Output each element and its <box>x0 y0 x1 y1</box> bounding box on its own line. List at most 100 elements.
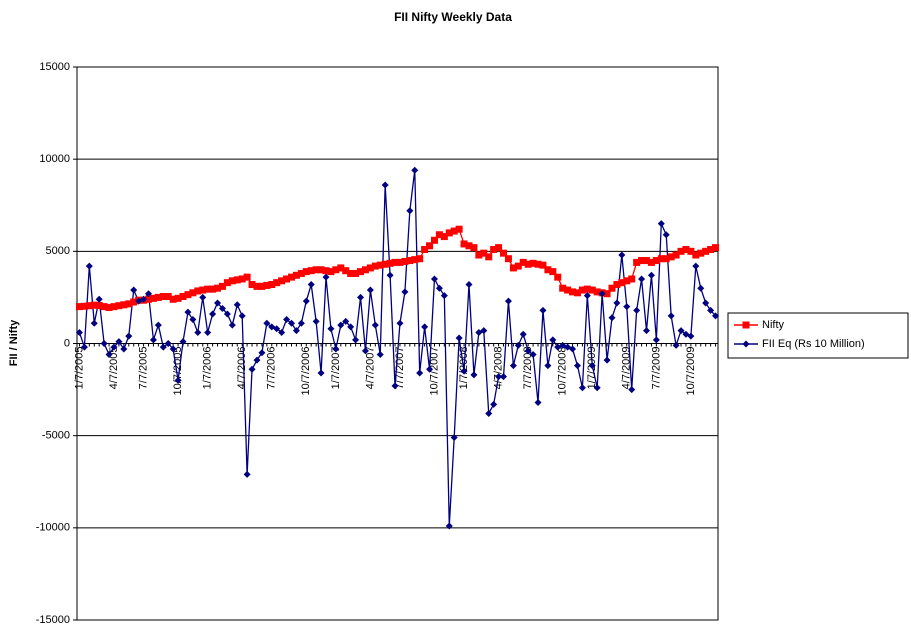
x-tick-label: 1/7/2006 <box>202 347 214 390</box>
marker-diamond <box>455 334 463 342</box>
marker-square <box>307 267 315 275</box>
marker-diamond <box>105 351 113 359</box>
marker-square <box>347 269 355 277</box>
marker-diamond <box>263 319 271 327</box>
marker-diamond <box>337 321 345 329</box>
marker-square <box>253 282 261 290</box>
marker-square <box>682 245 690 253</box>
marker-diamond <box>381 181 389 189</box>
marker-diamond <box>366 286 374 294</box>
marker-diamond <box>421 323 429 331</box>
marker-diamond <box>312 317 320 325</box>
marker-square <box>144 295 152 303</box>
marker-square <box>672 251 680 259</box>
marker-diamond <box>159 343 167 351</box>
y-axis-title: FII / Nifty <box>8 319 20 366</box>
marker-diamond <box>297 319 305 327</box>
marker-diamond <box>100 340 108 347</box>
marker-diamond <box>189 316 197 324</box>
marker-diamond <box>357 293 365 301</box>
marker-square <box>559 284 567 292</box>
marker-square <box>578 286 586 294</box>
marker-square <box>519 258 527 266</box>
marker-square <box>465 242 473 250</box>
x-tick-label: 7/7/2005 <box>137 347 149 390</box>
marker-square <box>248 281 256 289</box>
marker-diamond <box>327 325 335 333</box>
marker-square <box>194 287 202 295</box>
marker-diamond <box>524 347 532 355</box>
x-tick-label: 4/7/2007 <box>364 347 376 390</box>
marker-square <box>500 249 508 257</box>
marker-square <box>697 249 705 257</box>
marker-diamond <box>539 306 547 314</box>
marker-diamond <box>628 386 636 394</box>
marker-square <box>243 273 251 281</box>
y-tick-label: 5000 <box>46 245 70 257</box>
marker-square <box>85 302 93 310</box>
marker-diamond <box>677 327 685 335</box>
marker-diamond <box>460 367 468 375</box>
marker-diamond <box>307 281 315 289</box>
marker-square <box>470 244 478 252</box>
marker-diamond <box>504 297 512 305</box>
marker-square <box>164 292 172 300</box>
marker-diamond <box>633 306 641 314</box>
marker-diamond <box>144 290 152 298</box>
marker-square <box>638 257 646 265</box>
marker-diamond <box>638 275 646 283</box>
marker-diamond <box>95 295 103 303</box>
marker-diamond <box>480 327 488 335</box>
marker-diamond <box>623 303 631 311</box>
y-tick-label: 0 <box>64 337 70 349</box>
marker-square <box>223 279 231 287</box>
marker-square <box>593 288 601 296</box>
marker-diamond <box>702 299 710 307</box>
marker-diamond <box>657 220 665 228</box>
marker-square <box>366 264 374 272</box>
chart-title: FII Nifty Weekly Data <box>394 10 512 24</box>
marker-square <box>209 285 217 293</box>
series-line <box>78 170 717 527</box>
marker-square <box>712 244 720 252</box>
marker-diamond <box>411 166 419 174</box>
marker-square <box>416 255 424 263</box>
marker-diamond <box>90 319 98 327</box>
y-tick-label: -15000 <box>36 614 70 625</box>
marker-diamond <box>445 522 453 530</box>
marker-square <box>204 285 212 293</box>
legend-label: FII Eq (Rs 10 Million) <box>762 338 865 350</box>
marker-square <box>480 249 488 257</box>
marker-square <box>445 229 453 237</box>
marker-square <box>115 302 123 310</box>
marker-diamond <box>416 369 424 377</box>
marker-diamond <box>283 316 291 324</box>
marker-square <box>312 266 320 274</box>
marker-square <box>342 267 350 275</box>
marker-diamond <box>287 319 295 327</box>
marker-square <box>573 289 581 297</box>
marker-diamond <box>583 292 591 300</box>
marker-square <box>218 282 226 290</box>
marker-square <box>174 294 182 302</box>
marker-square <box>549 268 557 276</box>
marker-diamond <box>667 312 675 320</box>
marker-diamond <box>253 356 261 364</box>
marker-diamond <box>707 306 715 314</box>
marker-diamond <box>361 347 369 355</box>
marker-diamond <box>647 271 655 279</box>
x-tick-label: 4/7/2008 <box>492 347 504 390</box>
marker-square <box>238 275 246 283</box>
marker-square <box>692 251 700 259</box>
marker-square <box>677 247 685 255</box>
x-tick-label: 4/7/2005 <box>108 347 120 390</box>
marker-square <box>569 288 577 296</box>
marker-diamond <box>529 351 537 359</box>
marker-diamond <box>391 382 399 390</box>
marker-square <box>623 277 631 285</box>
marker-diamond <box>440 292 448 300</box>
marker-square <box>485 253 493 261</box>
marker-diamond <box>273 325 281 333</box>
marker-diamond <box>573 362 581 370</box>
marker-square <box>411 256 419 264</box>
